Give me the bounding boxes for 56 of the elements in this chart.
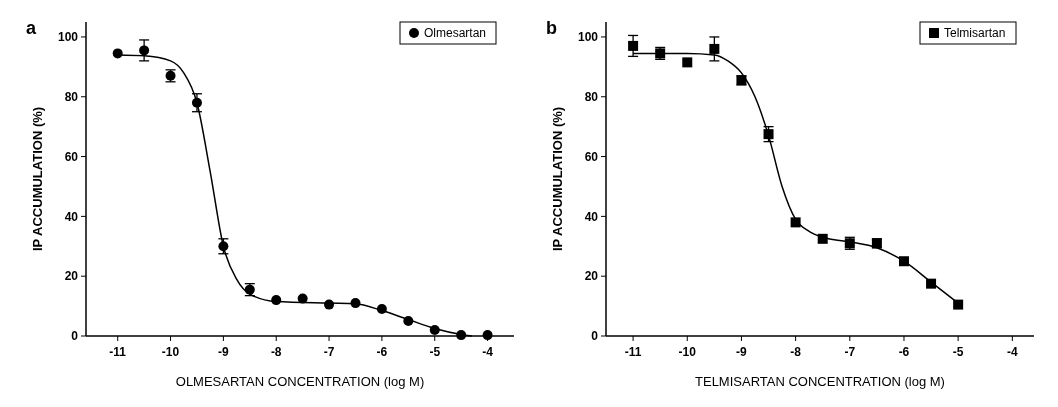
x-tick-label: -8 [270,345,282,359]
x-tick-label: -11 [109,345,127,359]
point [297,293,308,304]
x-tick-label: -5 [952,345,964,359]
y-tick-label: 40 [64,209,79,224]
point [926,278,937,289]
point [191,97,202,108]
point [271,295,282,306]
chart-title: b [546,18,557,38]
point [628,40,639,51]
x-axis-title: TELMISARTAN CONCENTRATION (log M) [695,374,945,389]
x-tick-label: -11 [624,345,642,359]
point [403,316,414,327]
point [350,298,361,309]
point [376,304,387,315]
point [429,325,440,336]
x-tick-label: -10 [678,345,697,359]
point [790,217,801,228]
legend-label: Olmesartan [424,26,487,40]
x-tick-label: -9 [736,345,748,359]
x-tick-label: -6 [898,345,910,359]
y-tick-label: 60 [64,149,79,164]
y-axis-title: IP ACCUMULATION (%) [550,106,565,252]
y-tick-label: 80 [64,89,79,104]
legend-label: Telmisartan [944,26,1006,40]
point [139,45,150,56]
y-tick-label: 40 [584,209,599,224]
y-tick-label: 60 [584,149,599,164]
point [898,256,909,267]
y-tick-label: 0 [71,329,79,344]
point [682,57,693,68]
y-tick-label: 0 [591,329,599,344]
x-tick-label: -10 [161,345,180,359]
x-tick-label: -8 [790,345,802,359]
x-tick-label: -4 [1006,345,1018,359]
y-axis-title: IP ACCUMULATION (%) [30,106,45,252]
point [112,48,123,59]
point [456,330,467,341]
x-tick-label: -4 [482,345,494,359]
point [482,330,493,341]
x-tick-label: -6 [376,345,388,359]
x-tick-label: -9 [218,345,230,359]
y-tick-label: 20 [64,269,79,284]
chart-title: a [26,18,37,38]
x-tick-label: -7 [323,345,335,359]
point [817,233,828,244]
x-axis-title: OLMESARTAN CONCENTRATION (log M) [175,374,425,389]
point [953,299,964,310]
point [709,43,720,54]
y-tick-label: 80 [584,89,599,104]
point [324,299,335,310]
x-tick-label: -5 [429,345,441,359]
y-tick-label: 100 [577,30,599,45]
y-tick-label: 100 [57,30,79,45]
y-tick-label: 20 [584,269,599,284]
x-tick-label: -7 [844,345,856,359]
